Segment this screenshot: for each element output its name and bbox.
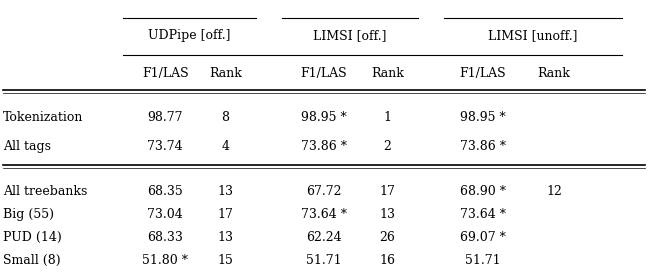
Text: 4: 4	[222, 140, 229, 153]
Text: 15: 15	[218, 254, 233, 267]
Text: UDPipe [off.]: UDPipe [off.]	[148, 29, 231, 42]
Text: 73.64 *: 73.64 *	[301, 208, 347, 221]
Text: 73.74: 73.74	[148, 140, 183, 153]
Text: LIMSI [unoff.]: LIMSI [unoff.]	[488, 29, 578, 42]
Text: 73.86 *: 73.86 *	[301, 140, 347, 153]
Text: 51.71: 51.71	[307, 254, 341, 267]
Text: 73.64 *: 73.64 *	[460, 208, 505, 221]
Text: Small (8): Small (8)	[3, 254, 61, 267]
Text: 98.95 *: 98.95 *	[301, 111, 347, 124]
Text: 16: 16	[380, 254, 395, 267]
Text: 17: 17	[380, 185, 395, 198]
Text: 68.90 *: 68.90 *	[460, 185, 505, 198]
Text: Big (55): Big (55)	[3, 208, 54, 221]
Text: Tokenization: Tokenization	[3, 111, 84, 124]
Text: 13: 13	[380, 208, 395, 221]
Text: 73.04: 73.04	[147, 208, 183, 221]
Text: F1/LAS: F1/LAS	[142, 67, 189, 80]
Text: 98.77: 98.77	[148, 111, 183, 124]
Text: 12: 12	[546, 185, 562, 198]
Text: 67.72: 67.72	[307, 185, 341, 198]
Text: 13: 13	[218, 185, 233, 198]
Text: 2: 2	[384, 140, 391, 153]
Text: 62.24: 62.24	[307, 231, 341, 244]
Text: 8: 8	[222, 111, 229, 124]
Text: 17: 17	[218, 208, 233, 221]
Text: 73.86 *: 73.86 *	[460, 140, 505, 153]
Text: F1/LAS: F1/LAS	[301, 67, 347, 80]
Text: 51.71: 51.71	[465, 254, 500, 267]
Text: 51.80 *: 51.80 *	[143, 254, 188, 267]
Text: Rank: Rank	[209, 67, 242, 80]
Text: F1/LAS: F1/LAS	[459, 67, 506, 80]
Text: PUD (14): PUD (14)	[3, 231, 62, 244]
Text: 69.07 *: 69.07 *	[460, 231, 505, 244]
Text: 13: 13	[218, 231, 233, 244]
Text: 98.95 *: 98.95 *	[460, 111, 505, 124]
Text: All treebanks: All treebanks	[3, 185, 87, 198]
Text: Rank: Rank	[371, 67, 404, 80]
Text: 26: 26	[380, 231, 395, 244]
Text: 68.35: 68.35	[147, 185, 183, 198]
Text: LIMSI [off.]: LIMSI [off.]	[313, 29, 387, 42]
Text: Rank: Rank	[538, 67, 570, 80]
Text: All tags: All tags	[3, 140, 51, 153]
Text: 1: 1	[384, 111, 391, 124]
Text: 68.33: 68.33	[147, 231, 183, 244]
